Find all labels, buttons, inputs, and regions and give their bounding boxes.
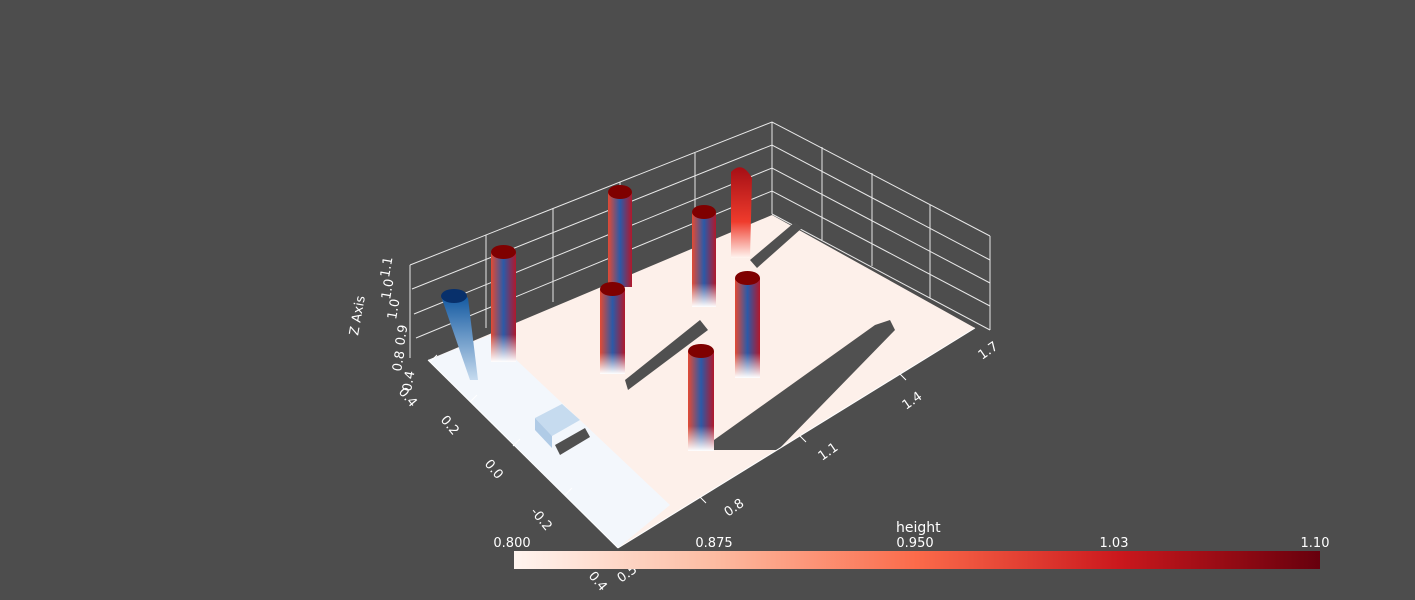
column-5 <box>731 167 752 258</box>
z-tick: 1.0 <box>385 298 403 321</box>
column-6 <box>735 271 760 378</box>
column-4 <box>692 205 716 307</box>
y-tick: 0.0 <box>481 457 506 482</box>
z-tick: 0.4 <box>400 370 418 393</box>
colorbar-tick: 0.950 <box>896 536 934 551</box>
z-axis-ticks: 0.4 0.8 0.9 1.0 1.0 1.1 <box>378 256 418 393</box>
x-tick: 1.1 <box>816 440 842 464</box>
colorbar-tick: 0.875 <box>695 536 733 551</box>
z-tick: 0.9 <box>393 324 411 347</box>
z-tick: 0.8 <box>390 350 408 373</box>
z-tick: 1.0 <box>379 278 397 301</box>
y-tick: -0.2 <box>527 505 555 534</box>
column-1 <box>491 245 516 362</box>
column-7 <box>688 344 714 451</box>
colorbar-gradient <box>514 551 1320 569</box>
y-tick: 0.2 <box>437 413 462 438</box>
terrain-trenches <box>555 222 895 455</box>
y-tick: 0.4 <box>585 569 610 594</box>
colorbar-title: height <box>896 520 941 536</box>
column-3 <box>600 282 625 374</box>
colorbar-tick: 1.10 <box>1300 536 1330 551</box>
x-tick: 0.8 <box>722 496 748 520</box>
z-axis-label: Z Axis <box>347 294 369 336</box>
colorbar-tick: 0.800 <box>493 536 531 551</box>
column-2 <box>608 185 632 287</box>
x-tick: 1.7 <box>976 339 1002 363</box>
z-tick: 1.1 <box>378 256 396 279</box>
front-axes <box>427 327 976 549</box>
blue-horn-feature <box>441 290 478 380</box>
x-tick: 1.4 <box>900 389 926 413</box>
axes-grid <box>409 121 991 358</box>
colorbar-tick: 1.03 <box>1099 536 1129 551</box>
terrain-box <box>535 404 580 436</box>
